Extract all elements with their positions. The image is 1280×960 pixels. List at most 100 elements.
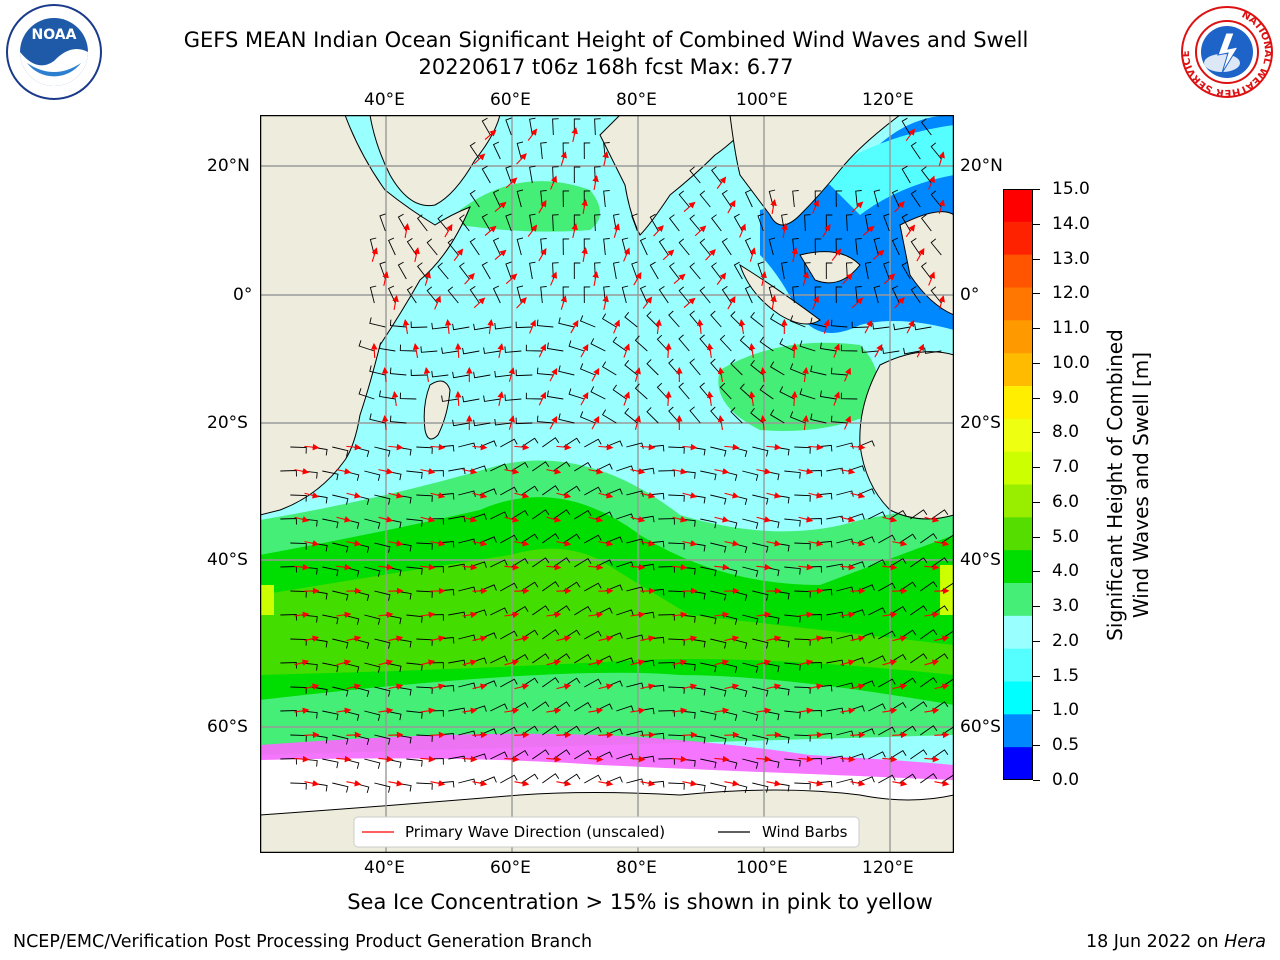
wave-arrow: [640, 443, 656, 451]
wind-barb: [416, 542, 433, 550]
wind-barb: [358, 340, 375, 352]
wave-arrow: [823, 319, 830, 334]
wind-barb: [322, 518, 339, 529]
wind-barb: [616, 561, 634, 568]
southeast-asia: [729, 115, 901, 226]
wind-barb: [668, 310, 680, 328]
wind-barb: [836, 778, 854, 785]
colorbar-tick-mark: [1033, 223, 1040, 225]
wave-arrow: [850, 731, 866, 739]
wave-arrow: [346, 635, 362, 642]
wind-barb: [490, 703, 508, 712]
wind-barb: [573, 262, 581, 280]
top-lon-60e: 60°E: [490, 90, 531, 110]
wind-barb: [901, 213, 911, 232]
wind-barb: [416, 446, 433, 454]
wave-arrow: [924, 755, 940, 763]
top-lon-120e: 120°E: [862, 90, 914, 110]
wave-arrow: [924, 611, 940, 619]
wind-barb: [473, 419, 491, 427]
wind-barb: [804, 214, 811, 232]
wave-arrow: [802, 414, 809, 431]
wind-barb: [920, 725, 938, 736]
wave-arrow: [798, 611, 814, 619]
wind-barb: [481, 213, 491, 232]
wave-arrow: [791, 390, 798, 407]
wave-arrow: [527, 128, 538, 141]
wind-barb: [830, 319, 848, 328]
wave-arrow: [630, 755, 646, 763]
wind-barb: [931, 509, 949, 520]
wind-barb: [603, 190, 610, 208]
wind-barb: [584, 582, 602, 592]
wind-barb: [500, 582, 518, 592]
wave-arrow: [514, 443, 530, 451]
wave-arrow: [905, 128, 916, 141]
wave-arrow: [791, 247, 798, 262]
wind-barb: [700, 614, 717, 625]
wind-barb: [369, 317, 386, 328]
wave-arrow: [392, 295, 399, 310]
wind-barb: [558, 413, 575, 424]
wind-barb: [492, 189, 501, 208]
wave-arrow: [812, 199, 819, 214]
wind-barb: [332, 686, 349, 697]
wave-arrow: [882, 755, 898, 763]
wind-barb: [579, 315, 596, 328]
wave-arrow: [556, 780, 572, 787]
wave-arrow: [770, 295, 777, 310]
colorbar-label-line1: Significant Height of Combined: [1103, 329, 1127, 641]
wind-barb: [584, 438, 602, 448]
wave-arrow: [916, 247, 925, 262]
wind-barb: [481, 261, 491, 280]
wave-arrow: [588, 468, 604, 475]
wind-barb: [646, 407, 659, 424]
wave-arrow: [928, 175, 935, 190]
wind-barb: [624, 312, 638, 328]
wind-barb: [721, 286, 732, 304]
left-lat-0: 0°: [233, 285, 253, 305]
wave-arrow: [504, 707, 520, 715]
colorbar-tick-label: 11.0: [1052, 318, 1090, 339]
wave-arrow: [514, 731, 530, 739]
wind-barb: [878, 678, 896, 688]
colorbar-tick-mark: [1033, 571, 1040, 573]
wave-arrow: [766, 443, 782, 451]
wave-arrow: [388, 683, 404, 690]
wave-arrow: [497, 391, 504, 406]
wind-barb: [658, 238, 669, 256]
wind-barb: [481, 165, 491, 184]
wave-arrow: [304, 683, 320, 690]
wind-barb: [920, 118, 932, 136]
wave-arrow: [430, 780, 446, 787]
noaa-wordmark: NOAA: [32, 27, 77, 43]
wind-barb: [794, 446, 811, 454]
wind-barb: [290, 542, 307, 550]
wave-arrow: [724, 443, 740, 451]
wind-barb: [574, 509, 592, 520]
wind-barb: [750, 408, 764, 424]
wind-barb: [441, 395, 459, 402]
colorbar-tick-mark: [1033, 710, 1040, 712]
wind-barb: [568, 388, 585, 400]
wind-barb: [322, 662, 339, 673]
wind-barb: [481, 117, 491, 136]
wind-barb: [846, 214, 853, 232]
wind-barb: [624, 408, 638, 424]
wind-barb: [656, 382, 669, 400]
wave-arrow: [840, 755, 856, 763]
wave-arrow: [336, 468, 352, 475]
wind-barb: [711, 166, 722, 184]
sea-ice-caption: Sea Ice Concentration > 15% is shown in …: [347, 890, 933, 914]
map-legend: Primary Wave Direction (unscaled) Wind B…: [353, 816, 860, 848]
wind-barb: [868, 703, 886, 712]
wind-barb: [920, 773, 938, 784]
colorbar-swatch: [1003, 583, 1033, 617]
wind-barb: [910, 749, 928, 760]
wind-barb: [542, 485, 560, 496]
wind-barb: [364, 710, 381, 721]
wind-barb: [903, 347, 921, 355]
wind-barb: [458, 538, 476, 546]
wave-arrow: [598, 780, 614, 787]
wind-barb: [744, 285, 753, 304]
